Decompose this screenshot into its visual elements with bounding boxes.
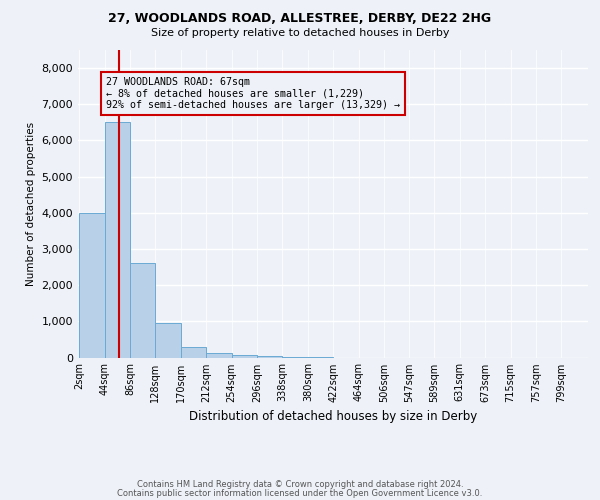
Bar bbox=[130, 264, 155, 358]
Text: 27 WOODLANDS ROAD: 67sqm
← 8% of detached houses are smaller (1,229)
92% of semi: 27 WOODLANDS ROAD: 67sqm ← 8% of detache… bbox=[106, 77, 400, 110]
Text: Contains HM Land Registry data © Crown copyright and database right 2024.: Contains HM Land Registry data © Crown c… bbox=[137, 480, 463, 489]
Bar bbox=[283, 357, 308, 358]
Bar bbox=[206, 353, 232, 358]
Bar bbox=[104, 122, 130, 358]
Bar bbox=[155, 323, 181, 358]
Y-axis label: Number of detached properties: Number of detached properties bbox=[26, 122, 36, 286]
Text: 27, WOODLANDS ROAD, ALLESTREE, DERBY, DE22 2HG: 27, WOODLANDS ROAD, ALLESTREE, DERBY, DE… bbox=[109, 12, 491, 26]
X-axis label: Distribution of detached houses by size in Derby: Distribution of detached houses by size … bbox=[189, 410, 477, 423]
Text: Size of property relative to detached houses in Derby: Size of property relative to detached ho… bbox=[151, 28, 449, 38]
Bar bbox=[181, 346, 206, 358]
Bar bbox=[232, 354, 257, 358]
Text: Contains public sector information licensed under the Open Government Licence v3: Contains public sector information licen… bbox=[118, 489, 482, 498]
Bar bbox=[79, 213, 104, 358]
Bar bbox=[257, 356, 283, 358]
